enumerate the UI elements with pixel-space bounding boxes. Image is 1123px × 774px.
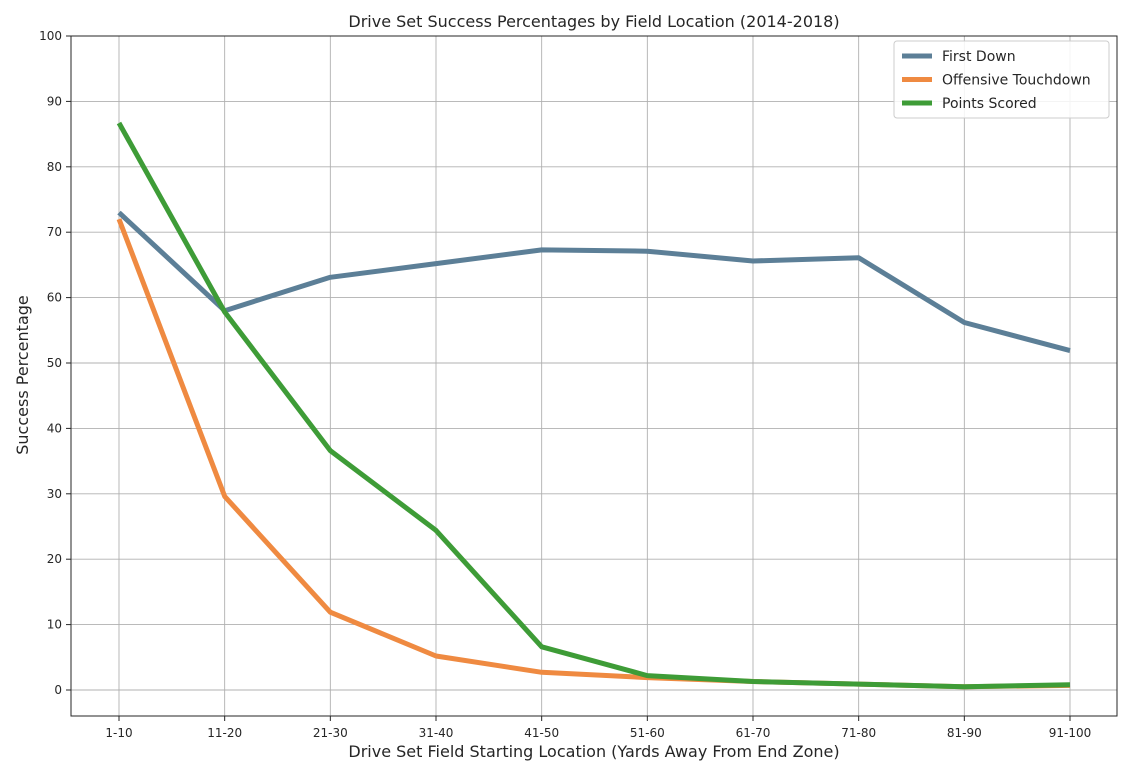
y-tick-label: 70 bbox=[47, 225, 62, 239]
y-axis-ticks: 0 10 20 30 40 50 60 70 80 90 100 bbox=[39, 29, 71, 697]
x-axis-ticks: 1-10 11-20 21-30 31-40 41-50 51-60 61-70 71-80 8… bbox=[105, 716, 1091, 740]
y-tick-label: 100 bbox=[39, 29, 62, 43]
legend-items: First Down Offensive Touchdown Points Scor… bbox=[902, 49, 1091, 112]
x-tick-label: 71-80 bbox=[841, 726, 876, 740]
x-tick-label: 41-50 bbox=[524, 726, 559, 740]
x-tick-label: 1-10 bbox=[105, 726, 132, 740]
legend: First Down Offensive Touchdown Points Scor… bbox=[893, 40, 1110, 119]
y-tick-label: 10 bbox=[47, 618, 62, 632]
y-tick-label: 50 bbox=[47, 356, 62, 370]
y-axis-label: Success Percentage bbox=[13, 295, 32, 455]
x-tick-label: 11-20 bbox=[207, 726, 242, 740]
y-tick-label: 0 bbox=[54, 683, 62, 697]
x-tick-label: 61-70 bbox=[736, 726, 771, 740]
grid bbox=[71, 35, 1117, 716]
series-line-points-scored bbox=[116, 121, 1071, 690]
chart-title: Drive Set Success Percentages by Field L… bbox=[348, 12, 839, 31]
series-line-offensive-touchdown bbox=[116, 218, 1071, 690]
y-tick-label: 80 bbox=[47, 160, 62, 174]
y-tick-label: 60 bbox=[47, 291, 62, 305]
x-tick-label: 21-30 bbox=[313, 726, 348, 740]
series-lines bbox=[116, 121, 1071, 690]
legend-box bbox=[893, 40, 1110, 119]
legend-label-points-scored: Points Scored bbox=[942, 96, 1037, 112]
x-tick-label: 31-40 bbox=[419, 726, 454, 740]
x-tick-label: 81-90 bbox=[947, 726, 982, 740]
x-axis-label: Drive Set Field Starting Location (Yards… bbox=[348, 742, 839, 761]
y-tick-label: 30 bbox=[47, 487, 62, 501]
series-line-first-down bbox=[117, 210, 1071, 354]
y-tick-label: 90 bbox=[47, 94, 62, 108]
legend-label-offensive-touchdown: Offensive Touchdown bbox=[942, 73, 1091, 89]
plot-area-frame bbox=[70, 35, 1118, 717]
x-tick-label: 91-100 bbox=[1049, 726, 1092, 740]
y-tick-label: 40 bbox=[47, 421, 62, 435]
x-tick-label: 51-60 bbox=[630, 726, 665, 740]
legend-label-first-down: First Down bbox=[942, 49, 1016, 65]
y-tick-label: 20 bbox=[47, 552, 62, 566]
